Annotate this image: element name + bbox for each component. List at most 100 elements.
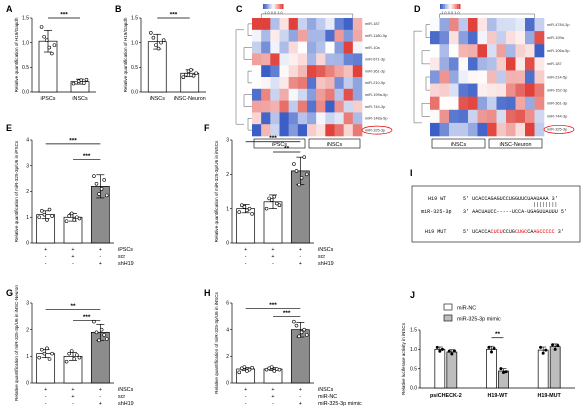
data-point [242,365,247,369]
condition-sign: + [71,394,74,400]
heat-cell [316,29,326,42]
color-scale-cell [448,4,451,9]
condition-sign: + [271,387,274,393]
heat-cell [430,109,440,124]
heat-cell [325,29,335,42]
condition-sign: + [299,387,302,393]
significance-mark: *** [283,310,291,317]
heat-cell [307,77,317,90]
y-tick-label: 3 [26,163,29,169]
heat-cell [458,70,469,84]
condition-sign: + [44,247,47,253]
significance-mark: ** [495,331,501,338]
heatmap-row-label: miR-325-3p [547,127,567,132]
panel-label-h: H [204,288,211,298]
heat-cell [270,53,280,66]
heatmap-row-label: miR-325-3p [365,127,385,132]
bar [434,348,446,389]
h19-mut-sequence: 5' UCACCACUCUCCUGCUGCCAAGCCCCC 3' [463,229,564,235]
condition-sign: + [271,394,274,400]
heat-cell [325,77,335,90]
data-point [67,214,71,218]
data-point [99,187,104,191]
heat-cell [297,29,308,42]
y-tick-label: 1.5 [22,16,29,22]
heat-cell [506,122,516,137]
heat-cell [261,18,271,31]
data-point [492,347,496,351]
mut-part-4: 3' [555,229,564,235]
data-point [191,73,196,78]
y-axis-label: Relative quantification of H19/Gapdh [123,17,128,92]
data-point [47,357,52,361]
heat-cell [316,53,326,66]
data-point [37,355,42,360]
color-scale-cell [280,4,282,9]
condition-sign: - [245,394,247,400]
condition-sign: - [299,394,301,400]
heat-cell [477,109,488,124]
color-scale-cell [268,4,270,9]
y-tick-label: 0.0 [410,386,417,392]
h19-wt-sequence: 5' UCACCAGAGUCCUGGUUCUAAUAAA 3' [463,196,558,202]
heatmap-row-label: miR-1180-5p [365,33,387,38]
bar [537,349,549,389]
data-point [297,182,301,187]
heat-cell [316,88,326,101]
y-tick-label: 0 [26,241,29,247]
data-point [292,319,296,324]
heat-cell [477,31,488,45]
heat-cell [506,96,516,111]
data-point [502,371,505,375]
category-label: iNSCs [150,96,166,102]
category-label: H19-MUT [537,393,561,399]
data-point [72,218,77,222]
heat-cell [316,65,326,78]
significance-mark: *** [269,135,277,142]
data-point [504,370,508,374]
heat-cell [534,122,545,137]
data-point [69,349,74,353]
heat-cell [487,83,497,97]
heat-cell [270,112,280,125]
condition-name: iNSCs [318,387,334,393]
dendrogram-branch [413,30,422,124]
data-point [161,38,166,43]
condition-name: shH19 [318,261,334,267]
y-axis-label: Relative quantification of miR-325-3p/U6… [214,140,219,242]
heat-cell [279,41,289,54]
heat-cell [316,100,326,113]
heat-cell [458,122,469,137]
condition-sign: + [299,247,302,253]
significance-mark: *** [83,153,91,160]
heat-cell [288,100,299,113]
heat-cell [325,53,335,66]
data-point [77,355,82,360]
condition-sign: - [99,254,101,260]
heat-cell [430,70,440,84]
heat-cell [534,109,545,124]
heat-cell [487,122,497,137]
y-tick-label: 0 [26,381,29,387]
data-point [97,192,101,196]
legend-j: miR-NC miR-325-3p mimic [443,303,501,323]
heat-cell [288,112,299,125]
heat-cell [252,88,262,101]
heat-cell [334,29,344,42]
heat-cell [487,31,497,45]
heat-cell [515,109,526,124]
condition-name: scr [118,394,125,400]
heatmap-row-label: miR-148a-5p [365,116,388,121]
heat-cell [288,41,299,54]
data-point [149,30,153,35]
panel-f: 0 1 2 3 Relative quantification of miR-325-3… [214,135,334,267]
heatmap-row-label: miR-361-3p [547,101,567,106]
y-axis-label: Relative quantification of miR-325-3p/U6… [14,140,19,242]
heat-cell [458,83,469,97]
data-point [64,359,69,364]
data-point [47,45,52,50]
heat-cell [430,18,440,32]
y-tick-label: 3 [226,138,229,144]
group-label: iNSCs [451,142,467,148]
condition-sign: + [99,387,102,393]
